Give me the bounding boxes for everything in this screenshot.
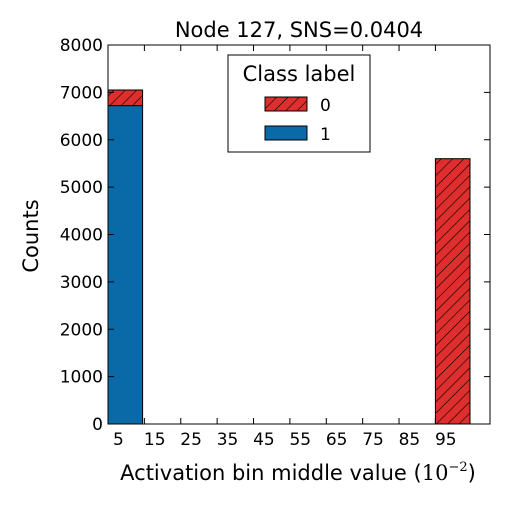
x-tick-label-65: 65 xyxy=(326,430,348,450)
x-axis-label-text: Activation bin middle value ( xyxy=(120,461,422,485)
y-tick-label-7000: 7000 xyxy=(60,83,103,103)
x-tick-label-95: 95 xyxy=(435,430,457,450)
legend: Class label 0 1 xyxy=(227,54,371,153)
x-tick-label-15: 15 xyxy=(144,430,166,450)
bar-class-0-bin-95 xyxy=(434,158,471,425)
x-tick-label-35: 35 xyxy=(217,430,239,450)
x-tick-label-55: 55 xyxy=(289,430,311,450)
chart-title: Node 127, SNS=0.0404 xyxy=(175,18,423,42)
x-tick-label-25: 25 xyxy=(180,430,202,450)
y-tick-label-0: 0 xyxy=(92,415,103,435)
x-axis-label: Activation bin middle value (10−2) xyxy=(120,460,476,485)
y-tick-label-2000: 2000 xyxy=(60,320,103,340)
x-tick-label-45: 45 xyxy=(253,430,275,450)
x-axis-label-close: ) xyxy=(468,461,476,485)
x-tick-label-75: 75 xyxy=(362,430,384,450)
x-axis: 5 15 25 35 45 55 65 75 85 95 xyxy=(107,45,457,450)
x-axis-label-unit-base: 10 xyxy=(422,461,449,485)
legend-label-1: 1 xyxy=(320,125,331,145)
legend-title: Class label xyxy=(243,62,356,86)
y-tick-label-4000: 4000 xyxy=(60,226,103,246)
x-tick-label-5: 5 xyxy=(113,430,124,450)
bars-group xyxy=(107,89,471,425)
y-axis-label: Counts xyxy=(19,199,43,272)
legend-swatch-0 xyxy=(264,96,308,112)
y-tick-label-8000: 8000 xyxy=(60,36,103,56)
y-tick-label-6000: 6000 xyxy=(60,131,103,151)
y-tick-label-1000: 1000 xyxy=(60,368,103,388)
y-axis: 0 1000 2000 3000 4000 5000 6000 7000 8000 xyxy=(60,36,490,435)
y-tick-label-3000: 3000 xyxy=(60,273,103,293)
x-tick-label-85: 85 xyxy=(399,430,421,450)
legend-swatch-1 xyxy=(264,125,308,141)
bar-class-1-bin-5 xyxy=(107,105,144,425)
x-axis-label-unit-exp: −2 xyxy=(448,460,467,475)
y-tick-label-5000: 5000 xyxy=(60,178,103,198)
legend-label-0: 0 xyxy=(320,96,331,116)
